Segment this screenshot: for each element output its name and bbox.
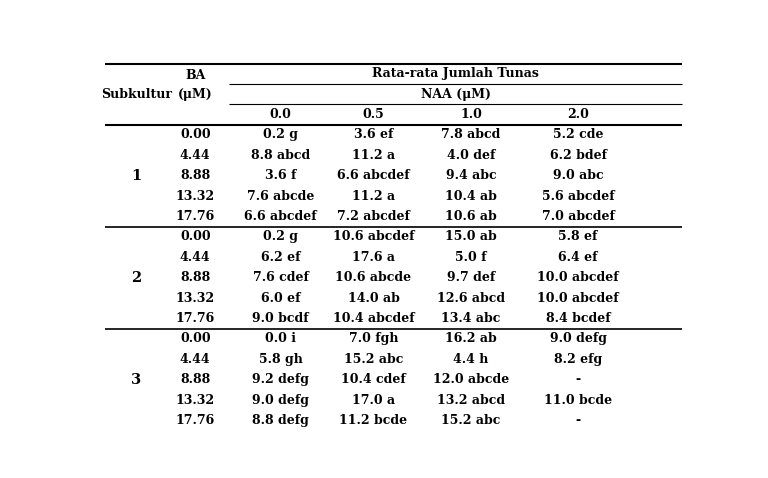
Text: (μM): (μM) <box>178 88 213 101</box>
Text: 10.6 ab: 10.6 ab <box>445 210 497 223</box>
Text: 14.0 ab: 14.0 ab <box>347 292 399 304</box>
Text: 4.44: 4.44 <box>180 353 210 366</box>
Text: 0.2 g: 0.2 g <box>263 230 298 243</box>
Text: 10.0 abcdef: 10.0 abcdef <box>538 292 619 304</box>
Text: 8.88: 8.88 <box>180 169 210 182</box>
Text: 8.2 efg: 8.2 efg <box>554 353 602 366</box>
Text: 11.0 bcde: 11.0 bcde <box>544 394 612 407</box>
Text: 9.2 defg: 9.2 defg <box>252 373 309 386</box>
Text: 13.32: 13.32 <box>176 190 215 203</box>
Text: 0.00: 0.00 <box>180 333 210 346</box>
Text: 4.4 h: 4.4 h <box>453 353 488 366</box>
Text: BA: BA <box>185 69 205 82</box>
Text: 8.8 abcd: 8.8 abcd <box>251 149 310 162</box>
Text: 9.0 defg: 9.0 defg <box>550 333 607 346</box>
Text: 8.8 defg: 8.8 defg <box>252 414 309 427</box>
Text: 1.0: 1.0 <box>460 108 482 121</box>
Text: 5.6 abcdef: 5.6 abcdef <box>541 190 614 203</box>
Text: 7.6 cdef: 7.6 cdef <box>253 272 309 284</box>
Text: 3.6 ef: 3.6 ef <box>354 129 393 141</box>
Text: 17.0 a: 17.0 a <box>352 394 395 407</box>
Text: 5.8 gh: 5.8 gh <box>259 353 303 366</box>
Text: -: - <box>575 373 581 386</box>
Text: 0.2 g: 0.2 g <box>263 129 298 141</box>
Text: 9.0 defg: 9.0 defg <box>252 394 309 407</box>
Text: 4.44: 4.44 <box>180 251 210 264</box>
Text: 1: 1 <box>131 169 141 183</box>
Text: 0.00: 0.00 <box>180 129 210 141</box>
Text: Rata-rata Jumlah Tunas: Rata-rata Jumlah Tunas <box>372 67 539 80</box>
Text: 13.4 abc: 13.4 abc <box>442 312 501 325</box>
Text: 10.6 abcdef: 10.6 abcdef <box>333 230 414 243</box>
Text: 5.0 f: 5.0 f <box>455 251 487 264</box>
Text: 10.4 ab: 10.4 ab <box>445 190 497 203</box>
Text: 11.2 a: 11.2 a <box>352 149 395 162</box>
Text: 16.2 ab: 16.2 ab <box>445 333 497 346</box>
Text: 7.6 abcde: 7.6 abcde <box>247 190 314 203</box>
Text: Subkultur: Subkultur <box>101 87 172 101</box>
Text: 7.8 abcd: 7.8 abcd <box>442 129 501 141</box>
Text: -: - <box>575 414 581 427</box>
Text: 10.6 abcde: 10.6 abcde <box>336 272 412 284</box>
Text: 6.0 ef: 6.0 ef <box>260 292 300 304</box>
Text: 0.0 i: 0.0 i <box>265 333 296 346</box>
Text: 15.2 abc: 15.2 abc <box>442 414 501 427</box>
Text: 8.4 bcdef: 8.4 bcdef <box>546 312 611 325</box>
Text: 9.7 def: 9.7 def <box>447 272 495 284</box>
Text: 13.32: 13.32 <box>176 292 215 304</box>
Text: 3: 3 <box>131 373 141 387</box>
Text: 3.6 f: 3.6 f <box>265 169 296 182</box>
Text: 5.8 ef: 5.8 ef <box>558 230 598 243</box>
Text: 0.00: 0.00 <box>180 230 210 243</box>
Text: 15.2 abc: 15.2 abc <box>344 353 403 366</box>
Text: 9.0 abc: 9.0 abc <box>553 169 604 182</box>
Text: 6.2 ef: 6.2 ef <box>260 251 300 264</box>
Text: 6.6 abcdef: 6.6 abcdef <box>337 169 410 182</box>
Text: 6.2 bdef: 6.2 bdef <box>550 149 607 162</box>
Text: 6.4 ef: 6.4 ef <box>558 251 598 264</box>
Text: 8.88: 8.88 <box>180 272 210 284</box>
Text: 11.2 a: 11.2 a <box>352 190 395 203</box>
Text: 5.2 cde: 5.2 cde <box>553 129 604 141</box>
Text: 12.0 abcde: 12.0 abcde <box>433 373 509 386</box>
Text: 11.2 bcde: 11.2 bcde <box>339 414 408 427</box>
Text: 7.0 fgh: 7.0 fgh <box>349 333 398 346</box>
Text: 7.2 abcdef: 7.2 abcdef <box>337 210 410 223</box>
Text: 17.76: 17.76 <box>176 210 215 223</box>
Text: 7.0 abcdef: 7.0 abcdef <box>541 210 614 223</box>
Text: 13.2 abcd: 13.2 abcd <box>437 394 505 407</box>
Text: 10.4 cdef: 10.4 cdef <box>341 373 406 386</box>
Text: NAA (μM): NAA (μM) <box>421 87 491 101</box>
Text: 10.4 abcdef: 10.4 abcdef <box>333 312 414 325</box>
Text: 17.76: 17.76 <box>176 312 215 325</box>
Text: 9.4 abc: 9.4 abc <box>445 169 496 182</box>
Text: 10.0 abcdef: 10.0 abcdef <box>538 272 619 284</box>
Text: 0.0: 0.0 <box>270 108 291 121</box>
Text: 17.6 a: 17.6 a <box>352 251 395 264</box>
Text: 4.44: 4.44 <box>180 149 210 162</box>
Text: 12.6 abcd: 12.6 abcd <box>437 292 505 304</box>
Text: 2: 2 <box>131 271 141 285</box>
Text: 15.0 ab: 15.0 ab <box>445 230 497 243</box>
Text: 4.0 def: 4.0 def <box>447 149 495 162</box>
Text: 0.5: 0.5 <box>362 108 384 121</box>
Text: 2.0: 2.0 <box>567 108 589 121</box>
Text: 8.88: 8.88 <box>180 373 210 386</box>
Text: 6.6 abcdef: 6.6 abcdef <box>244 210 316 223</box>
Text: 13.32: 13.32 <box>176 394 215 407</box>
Text: 9.0 bcdf: 9.0 bcdf <box>252 312 309 325</box>
Text: 17.76: 17.76 <box>176 414 215 427</box>
